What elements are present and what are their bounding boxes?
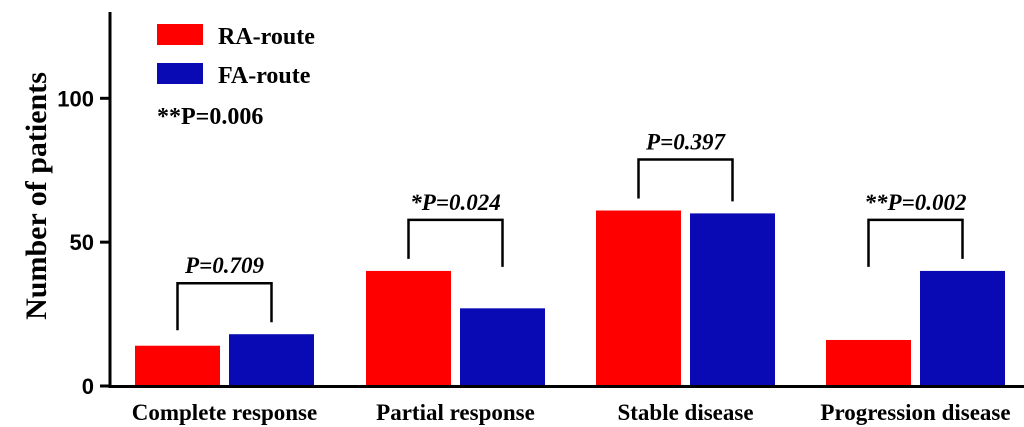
legend-swatch-ra-route xyxy=(157,24,203,45)
p-value-label: P=0.397 xyxy=(645,130,726,155)
overall-p-value: **P=0.006 xyxy=(157,104,263,130)
bar-fa-route-complete-response xyxy=(229,334,314,386)
bar-fa-route-progression-disease xyxy=(920,270,1005,386)
significance-bracket xyxy=(176,281,273,331)
bar-fa-route-partial-response xyxy=(460,308,545,386)
x-tick-label: Progression disease xyxy=(820,400,1010,425)
y-tick-label: 100 xyxy=(57,86,94,111)
legend-swatch-fa-route xyxy=(157,63,203,84)
x-tick-labels: Complete response Partial response Stable … xyxy=(132,400,1011,425)
p-value-label: P=0.709 xyxy=(184,253,264,278)
y-tick-label: 0 xyxy=(82,374,94,399)
x-tick-label: Stable disease xyxy=(617,400,753,425)
y-axis-label: Number of patients xyxy=(20,72,53,320)
significance-brackets: P=0.709 *P=0.024 P=0.397 **P=0.002 xyxy=(176,130,967,331)
bar-ra-route-partial-response xyxy=(366,270,451,386)
significance-bracket xyxy=(407,218,504,267)
x-tick-label: Complete response xyxy=(132,400,317,425)
y-tick-label: 50 xyxy=(70,230,94,255)
bars-layer xyxy=(135,210,1005,386)
p-value-label: *P=0.024 xyxy=(410,190,500,215)
legend: RA-route FA-route **P=0.006 xyxy=(157,24,315,130)
p-value-label: **P=0.002 xyxy=(865,190,967,215)
bar-ra-route-complete-response xyxy=(135,345,220,386)
legend-label-ra-route: RA-route xyxy=(218,24,315,50)
bar-ra-route-progression-disease xyxy=(826,339,911,386)
y-ticks: 0 50 100 xyxy=(57,86,110,399)
significance-bracket xyxy=(867,218,964,267)
bar-ra-route-stable-disease xyxy=(596,210,681,386)
x-tick-label: Partial response xyxy=(376,400,535,425)
bar-fa-route-stable-disease xyxy=(690,213,775,386)
legend-label-fa-route: FA-route xyxy=(218,63,311,89)
significance-bracket xyxy=(637,158,734,202)
